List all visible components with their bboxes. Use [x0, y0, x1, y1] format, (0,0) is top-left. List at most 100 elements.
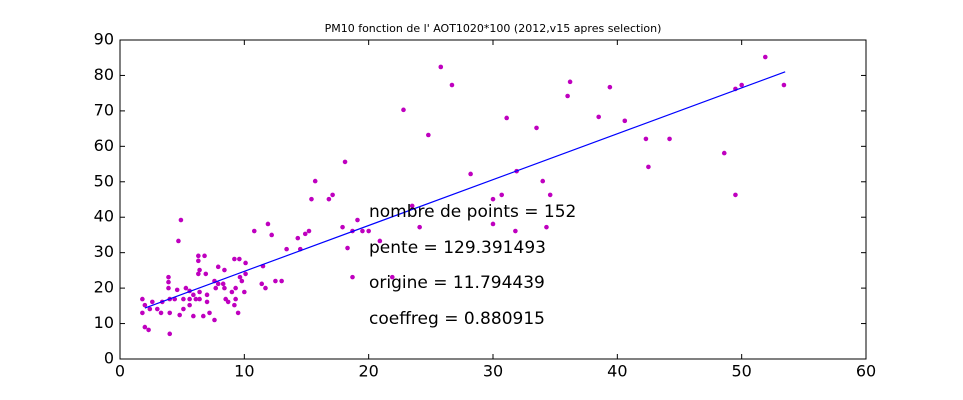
point [377, 238, 383, 244]
point [781, 82, 787, 88]
point [565, 93, 570, 99]
point [251, 228, 257, 234]
point [350, 274, 355, 280]
point [167, 331, 173, 337]
point [140, 310, 145, 316]
point [197, 296, 202, 302]
y-tick-label: 70 [94, 100, 114, 119]
point [490, 196, 496, 202]
point [212, 317, 217, 323]
point [196, 258, 201, 264]
point [196, 271, 201, 277]
point [181, 296, 186, 302]
chart-title: PM10 fonction de l' AOT1020*100 (2012,v1… [325, 22, 662, 35]
point [142, 324, 148, 330]
point [243, 271, 248, 277]
point [183, 285, 189, 291]
point [733, 192, 738, 198]
point [147, 306, 153, 312]
point [237, 274, 243, 280]
point [426, 132, 431, 138]
point [468, 171, 473, 177]
point [284, 246, 289, 252]
point [187, 296, 192, 302]
point [607, 84, 613, 90]
x-tick-label: 30 [483, 362, 503, 381]
point [178, 217, 184, 223]
point [596, 114, 601, 120]
y-tick-label: 40 [94, 207, 114, 226]
point [201, 313, 206, 319]
point [203, 271, 209, 277]
point [237, 256, 242, 262]
point [355, 217, 360, 223]
point [204, 292, 210, 298]
point [646, 164, 651, 170]
point [306, 228, 312, 234]
point [269, 232, 274, 238]
point [155, 306, 160, 312]
point [167, 310, 173, 316]
point [643, 136, 649, 142]
point [265, 221, 271, 227]
point [389, 274, 395, 280]
point [181, 306, 186, 312]
y-tick-label: 10 [94, 313, 114, 332]
point [235, 310, 241, 316]
y-tick-label: 30 [94, 242, 114, 261]
y-tick-label: 20 [94, 278, 114, 297]
y-tick-label: 50 [94, 171, 114, 190]
annotation: pente = 129.391493 [369, 238, 546, 258]
point [191, 313, 196, 319]
point [239, 278, 245, 284]
y-tick-label: 60 [94, 136, 114, 155]
x-tick-label: 50 [731, 362, 751, 381]
point [220, 281, 226, 287]
point [504, 115, 509, 121]
point [490, 221, 496, 227]
regression-line [144, 71, 786, 309]
point [197, 289, 202, 295]
point [279, 278, 284, 284]
point [534, 125, 539, 131]
point [263, 285, 268, 291]
x-tick-label: 0 [115, 362, 125, 381]
point [215, 281, 221, 287]
point [326, 196, 332, 202]
point [174, 287, 180, 293]
x-tick-label: 20 [358, 362, 378, 381]
point [232, 256, 237, 262]
x-tick-label: 10 [234, 362, 254, 381]
point [417, 224, 422, 230]
point [340, 224, 345, 230]
point [176, 238, 181, 244]
point [166, 274, 171, 280]
point [273, 278, 278, 284]
point [229, 289, 235, 295]
point [309, 196, 314, 202]
point [667, 136, 672, 142]
point [213, 285, 219, 291]
point [146, 327, 151, 333]
point [401, 107, 406, 113]
point [232, 302, 237, 308]
point [739, 82, 744, 88]
point [233, 296, 238, 302]
point [223, 296, 228, 302]
point [345, 245, 350, 251]
point [222, 285, 227, 291]
y-tick-label: 90 [94, 30, 114, 49]
annotation: coeffreg = 0.880915 [369, 309, 545, 329]
point [215, 264, 221, 270]
point [544, 224, 549, 230]
point [177, 312, 182, 318]
point [166, 279, 171, 285]
x-tick-label: 60 [856, 362, 876, 381]
point [150, 299, 155, 305]
point [259, 281, 265, 287]
point [366, 228, 371, 234]
point [302, 231, 308, 237]
point [513, 228, 518, 234]
point [330, 192, 335, 198]
